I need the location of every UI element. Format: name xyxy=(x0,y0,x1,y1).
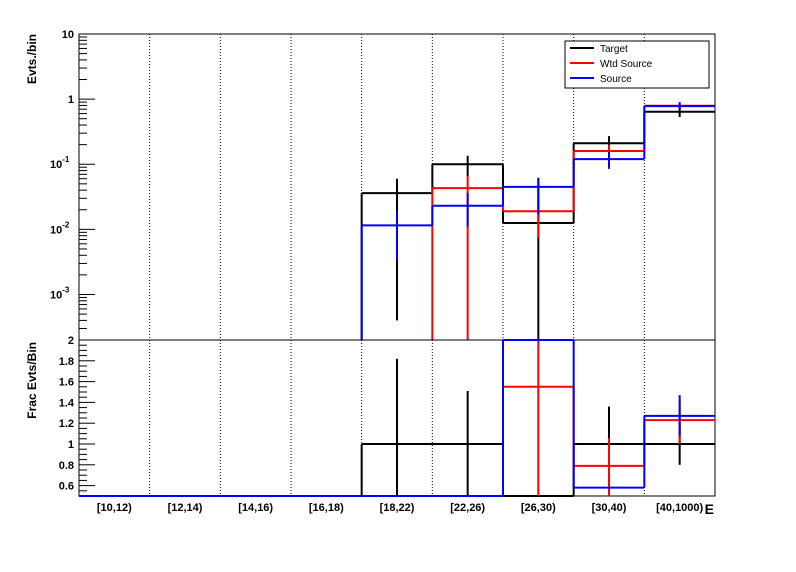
legend-label: Source xyxy=(600,74,632,85)
y-tick-exponent: -3 xyxy=(62,285,70,294)
y-tick-label: 1.6 xyxy=(59,377,74,389)
y-tick-label: 1 xyxy=(68,94,74,106)
y-tick-label: 10-2 xyxy=(50,220,70,236)
y-tick-label: 10-1 xyxy=(50,155,70,171)
x-category-label: [14,16) xyxy=(238,502,273,514)
y-tick-base: 10 xyxy=(50,224,62,236)
y-tick-label: 10 xyxy=(62,29,74,41)
ratio-panel: 0.6 0.8 1 1.2 1.4 1.6 1.8 2 xyxy=(59,335,716,497)
x-category-labels: [10,12) [12,14) [14,16) [16,18) [18,22) [22,2… xyxy=(97,502,704,514)
x-category-label: [10,12) xyxy=(97,502,132,514)
y-tick-label: 0.8 xyxy=(59,460,74,472)
y-tick-exponent: -1 xyxy=(62,155,70,164)
y-tick-label: 10-3 xyxy=(50,285,70,301)
y-tick-label: 2 xyxy=(68,335,74,347)
series-source xyxy=(360,102,715,340)
y-tick-label: 1.2 xyxy=(59,418,74,430)
y-tick-label: 0.6 xyxy=(59,481,74,493)
y-tick-label: 1.4 xyxy=(59,397,75,409)
y-tick-label: 1 xyxy=(68,439,74,451)
x-category-label: [12,14) xyxy=(168,502,203,514)
x-category-label: [22,26) xyxy=(450,502,485,514)
series-source xyxy=(79,339,715,497)
y-tick-label: 1.8 xyxy=(59,356,74,368)
legend: Target Wtd Source Source xyxy=(564,40,710,89)
y-tick-base: 10 xyxy=(50,159,62,171)
x-axis-title: E xyxy=(705,501,714,517)
top-y-axis-title: Evts./bin xyxy=(25,34,39,84)
legend-label: Wtd Source xyxy=(600,59,653,70)
series-target xyxy=(79,358,715,497)
legend-label: Target xyxy=(600,44,628,55)
x-category-label: [30,40) xyxy=(592,502,627,514)
ratio-y-axis-title: Frac Evts/Bin xyxy=(25,342,39,419)
x-category-label: [16,18) xyxy=(309,502,344,514)
y-tick-base: 10 xyxy=(50,289,62,301)
x-category-label: [40,1000) xyxy=(656,502,703,514)
x-category-label: [26,30) xyxy=(521,502,556,514)
y-tick-exponent: -2 xyxy=(62,220,70,229)
x-category-label: [18,22) xyxy=(380,502,415,514)
